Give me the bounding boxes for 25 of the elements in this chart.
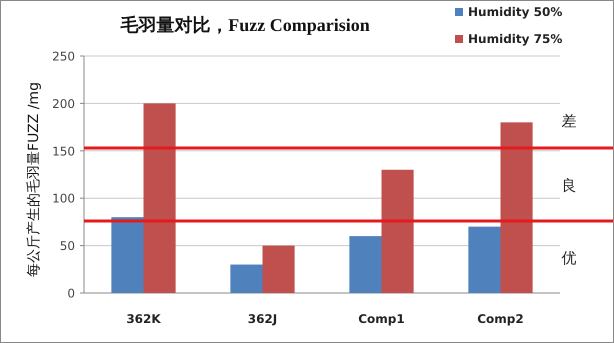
y-tick-label: 100 [52, 192, 75, 206]
legend-label: Humidity 75% [468, 32, 562, 46]
text: 良 [562, 176, 576, 194]
text: 差 [562, 112, 576, 130]
y-axis-title: 每公斤产生的毛羽量FUZZ /mg [26, 82, 42, 277]
y-tick-label: 50 [60, 239, 75, 254]
bar [144, 103, 176, 293]
bar [500, 122, 533, 293]
bar [230, 264, 262, 293]
bar [111, 217, 144, 293]
x-tick-label: 362K [126, 312, 162, 326]
bar [382, 170, 414, 293]
bar [468, 226, 500, 293]
bar [349, 236, 382, 293]
bar [262, 246, 295, 293]
x-tick-label: Comp1 [358, 312, 405, 326]
x-tick-label: 362J [248, 312, 278, 326]
legend-label: Humidity 50% [468, 5, 562, 19]
y-tick-label: 0 [67, 286, 75, 300]
text: 优 [562, 248, 576, 267]
y-tick-label: 200 [52, 96, 75, 111]
y-tick-label: 150 [52, 144, 75, 158]
x-tick-label: Comp2 [477, 312, 524, 326]
chart-title: 毛羽量对比，Fuzz Comparision [119, 15, 370, 35]
y-tick-label: 250 [52, 50, 75, 64]
